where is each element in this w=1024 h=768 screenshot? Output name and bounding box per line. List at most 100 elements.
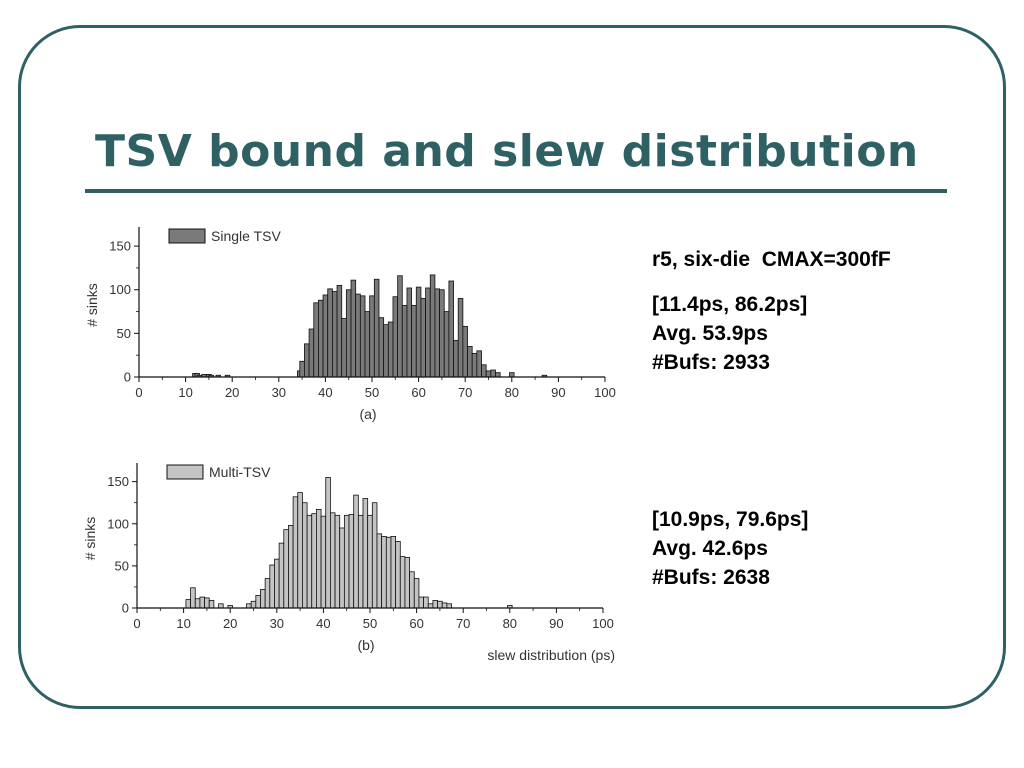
- multi-stat-range: [10.9ps, 79.6ps]: [652, 508, 809, 531]
- histogram-bar: [387, 321, 394, 378]
- histogram-bar: [278, 542, 285, 609]
- histogram-bar: [339, 527, 345, 609]
- legend-swatch: [168, 228, 206, 244]
- histogram-bar: [246, 603, 252, 609]
- x-tick-label: 20: [225, 385, 239, 400]
- histogram-bar: [304, 343, 310, 378]
- x-tick-label: 10: [176, 616, 190, 631]
- x-tick-label: 0: [135, 385, 142, 400]
- histogram-bar: [434, 288, 440, 378]
- histogram-bar: [448, 280, 454, 378]
- histogram-bar: [208, 600, 215, 609]
- histogram-bar: [395, 541, 401, 609]
- multi-stat-bufs: #Bufs: 2638: [652, 566, 770, 589]
- histogram-bar: [390, 535, 397, 609]
- y-tick-label: 0: [124, 370, 131, 385]
- histogram-bar: [446, 603, 452, 609]
- histogram-bar: [364, 311, 371, 378]
- y-tick-label: 150: [107, 474, 129, 489]
- histogram-bar: [397, 275, 403, 378]
- histogram-bar: [476, 350, 482, 378]
- histogram-bar: [467, 346, 473, 378]
- histogram-bar: [204, 597, 210, 609]
- y-tick-label: 100: [107, 516, 129, 531]
- histogram-bar: [471, 353, 478, 378]
- y-tick-label: 50: [117, 326, 131, 341]
- x-tick-label: 10: [178, 385, 192, 400]
- histogram-bar: [509, 372, 515, 378]
- x-tick-label: 70: [456, 616, 470, 631]
- histogram-bar: [429, 274, 436, 378]
- histogram-bar: [329, 512, 336, 609]
- x-tick-label: 80: [505, 385, 519, 400]
- histogram-bar: [345, 289, 352, 378]
- histogram-bar: [399, 556, 406, 609]
- x-tick-label: 90: [549, 616, 563, 631]
- single-stat-range: [11.4ps, 86.2ps]: [652, 293, 808, 316]
- histogram-bar: [318, 299, 324, 378]
- histogram-bar: [359, 295, 366, 378]
- histogram-bar: [409, 571, 415, 609]
- histogram-bar: [331, 291, 338, 378]
- y-tick-label: 150: [109, 239, 131, 254]
- histogram-bar: [420, 298, 426, 378]
- histogram-bar: [443, 311, 450, 378]
- histogram-bar: [376, 533, 383, 609]
- histogram-bar: [367, 514, 373, 609]
- x-tick-label: 90: [551, 385, 565, 400]
- histogram-bar: [316, 509, 322, 609]
- histogram-bar: [481, 364, 487, 378]
- histogram-bar: [371, 502, 378, 609]
- histogram-bar: [381, 535, 387, 609]
- histogram-bar: [401, 305, 408, 378]
- x-tick-label: 0: [133, 616, 140, 631]
- histogram-bar: [311, 513, 317, 609]
- x-tick-label: 40: [316, 616, 330, 631]
- single-stat-bufs: #Bufs: 2933: [652, 351, 770, 374]
- histogram-bar: [427, 603, 434, 609]
- x-tick-label: 70: [458, 385, 472, 400]
- histogram-bar: [185, 599, 191, 609]
- x-tick-label: 60: [409, 616, 423, 631]
- x-tick-label: 40: [318, 385, 332, 400]
- histogram-single-tsv: 0 10 20 30 40 50 60 70 80 90 100 0 50 100 150 # sinks Si…: [84, 227, 616, 422]
- histogram-bar: [406, 287, 413, 378]
- histogram-bar: [350, 279, 357, 378]
- x-tick-label: 30: [270, 616, 284, 631]
- histogram-bar: [353, 494, 359, 609]
- histogram-bar: [194, 598, 201, 609]
- y-axis-label: # sinks: [84, 283, 100, 327]
- histogram-bar: [250, 600, 257, 609]
- x-tick-label: 30: [272, 385, 286, 400]
- histogram-bar: [334, 514, 341, 609]
- histogram-bar: [495, 372, 501, 378]
- x-tick-label: 50: [363, 616, 377, 631]
- histogram-bar: [385, 536, 392, 609]
- histogram-bar: [383, 324, 389, 378]
- histogram-bar: [302, 502, 308, 609]
- x-tick-label: 100: [592, 616, 614, 631]
- histogram-bar: [269, 564, 275, 609]
- histogram-bar: [378, 317, 385, 378]
- x-tick-label: 60: [411, 385, 425, 400]
- histogram-bar: [341, 318, 347, 378]
- chart-caption: (a): [359, 406, 376, 422]
- histogram-multi-tsv: 0 10 20 30 40 50 60 70 80 90 100 0 50 100 150 # sinks Mu…: [82, 463, 615, 663]
- multi-stat-avg: Avg. 42.6ps: [652, 537, 768, 560]
- histogram-bar: [432, 600, 438, 609]
- slide-frame: [18, 25, 1006, 709]
- histogram-bar: [355, 293, 361, 378]
- config-note: r5, six-die CMAX=300fF: [652, 248, 891, 271]
- histogram-bar: [322, 294, 329, 378]
- histogram-bar: [292, 496, 299, 609]
- histogram-bar: [490, 369, 496, 378]
- histogram-bar: [441, 602, 448, 609]
- histogram-bar: [313, 302, 319, 378]
- histogram-bar: [439, 289, 445, 378]
- histogram-bar: [373, 278, 380, 378]
- x-tick-label: 20: [223, 616, 237, 631]
- chart-caption: (b): [357, 637, 374, 653]
- histogram-bar: [199, 596, 205, 609]
- x-axis-label: slew distribution (ps): [487, 647, 615, 663]
- histogram-bar: [320, 515, 327, 609]
